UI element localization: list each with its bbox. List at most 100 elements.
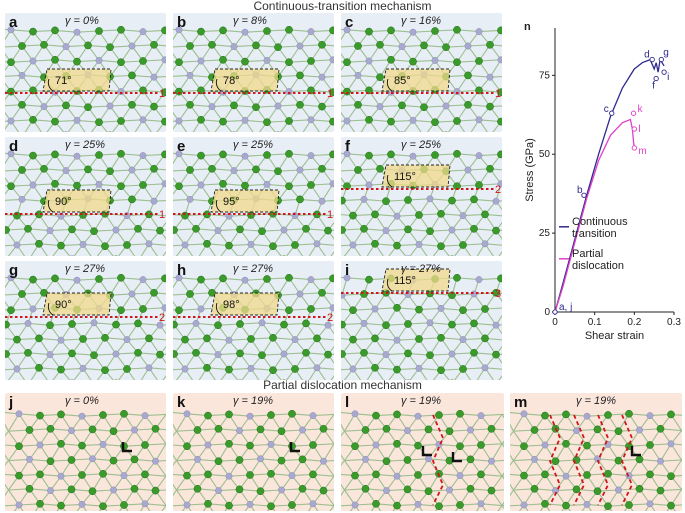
slip-plane-number: 2 [495,184,501,196]
slip-plane-number: 1 [327,88,333,100]
angle-label: 90° [55,196,72,208]
angle-arc [215,78,222,92]
angle-label: 95° [223,196,240,208]
point-label: f [652,80,655,91]
highlight-box [210,189,280,213]
gamma-label: γ = 27% [233,263,274,275]
y-tick-label: 25 [539,228,551,239]
angle-arc [386,174,393,188]
x-tick-label: 0.1 [588,317,602,328]
highlight-box [210,292,280,316]
point-label: i [667,72,669,83]
angle-arc [386,278,393,292]
x-axis-label: Shear strain [585,330,644,340]
point-label: g [663,48,669,59]
data-point [661,69,667,75]
x-tick-label: 0.2 [627,317,641,328]
panel-label: l [345,394,350,411]
dislocation-symbol [451,452,462,463]
dislocation-symbol [421,446,432,457]
slip-plane-number: 1 [327,209,333,221]
angle-arc [47,78,54,92]
panel-label: i [345,262,350,279]
gamma-label: γ = 27% [65,263,106,275]
panel-l: l γ = 19% [341,393,504,511]
data-point [631,145,637,151]
panel-i: 115° 3 i γ = 27% [341,261,502,380]
panel-label: d [9,138,19,155]
x-tick-label: 0 [552,317,558,328]
panel-f: 115° 2 f γ = 25% [341,137,502,256]
lattice-atoms [5,149,166,256]
panel-g: 90° 2 g γ = 27% [5,261,166,380]
point-label: c [604,104,609,115]
gamma-label: γ = 19% [233,395,274,407]
gamma-label: γ = 0% [65,395,99,407]
partial-slip-line [621,414,633,506]
highlight-box [381,68,451,92]
angle-label: 98° [223,299,240,311]
top-section-title: Continuous-transition mechanism [253,0,432,13]
bottom-section-title: Partial dislocation mechanism [263,378,422,392]
angle-label: 85° [394,75,411,87]
series-line-continuous [554,57,665,313]
chart-panel-label: n [524,21,531,33]
point-label: m [638,146,646,157]
angle-label: 71° [55,75,72,87]
panel-e: 95° 1 e γ = 25% [173,137,334,256]
highlight-box [42,68,112,92]
y-axis-label: Stress (GPa) [524,138,536,202]
slip-plane-number: 1 [159,209,165,221]
slip-plane-number: 1 [495,88,501,100]
slip-plane-number: 3 [495,288,501,300]
panel-b: 78° 1 b γ = 8% [173,13,334,132]
panel-label: g [9,262,19,279]
panel-label: h [177,262,187,279]
y-tick-label: 75 [539,70,551,81]
series-line-partial [554,118,635,313]
dislocation-symbol [121,442,132,453]
dislocation-symbol [630,446,641,457]
legend-entry-continuous: Continuous transition [572,216,628,240]
point-label: d [644,50,650,61]
panel-label: m [514,394,528,411]
panel-m: m γ = 19% [510,393,682,511]
panel-label: f [345,138,350,155]
lattice-atoms [520,409,675,511]
highlight-box [381,164,451,188]
panel-label: e [177,138,186,155]
highlight-box [210,68,280,92]
panel-h: 98° 2 h γ = 27% [173,261,334,380]
point-label: a, j [559,302,572,313]
data-point [581,192,587,198]
gamma-label: γ = 19% [576,395,617,407]
highlight-box [381,268,451,292]
gamma-label: γ = 16% [401,15,442,27]
panel-k: k γ = 19% [173,393,334,511]
gamma-label: γ = 27% [401,263,442,275]
data-point [630,110,637,116]
data-point [649,56,655,63]
angle-label: 90° [55,299,72,311]
dislocation-symbol [289,442,300,453]
slip-plane-number: 1 [159,88,165,100]
gamma-label: γ = 8% [233,15,267,27]
panel-label: k [177,394,186,411]
gamma-label: γ = 25% [233,139,274,151]
lattice-atoms [5,273,166,380]
point-label: l [638,124,640,135]
gamma-label: γ = 19% [401,395,442,407]
highlight-box [42,189,112,213]
data-point [609,110,615,116]
gamma-label: γ = 0% [65,15,99,27]
panel-label: c [345,14,354,31]
lattice-atoms [341,273,502,380]
lattice-atoms [15,409,160,511]
slip-plane-number: 2 [159,312,165,324]
angle-arc [47,302,54,316]
x-tick-label: 0.3 [667,317,681,328]
lattice-atoms [351,409,496,511]
panel-d: 90° 1 d γ = 25% [5,137,166,256]
highlight-box [42,292,112,316]
gamma-label: γ = 25% [401,139,442,151]
